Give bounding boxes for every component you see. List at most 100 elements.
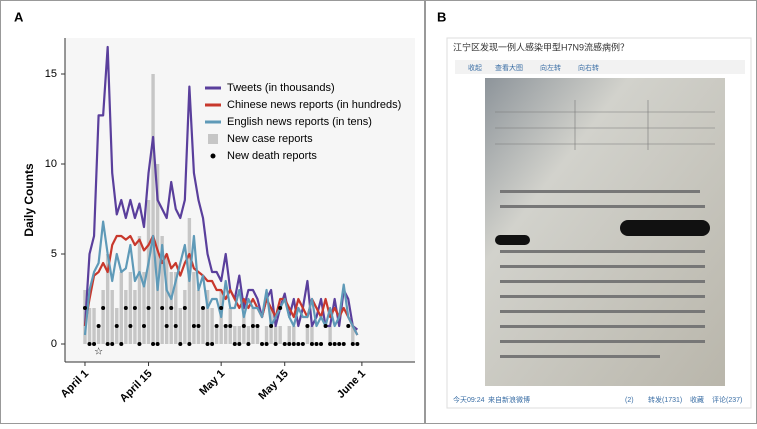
dot	[132, 306, 137, 310]
button[interactable]: 收起	[468, 63, 482, 72]
bar	[233, 326, 237, 344]
dot	[210, 342, 215, 346]
dot	[196, 324, 201, 328]
dot	[87, 342, 92, 346]
y-tick-label: 0	[51, 338, 57, 350]
bar	[292, 326, 296, 344]
dot	[169, 306, 174, 310]
bar	[155, 164, 160, 344]
bar	[151, 74, 155, 344]
dot	[341, 342, 346, 346]
dot	[205, 342, 210, 346]
dot	[346, 324, 351, 328]
bar	[87, 308, 92, 344]
dot	[119, 342, 124, 346]
dot	[232, 342, 237, 346]
dot	[173, 324, 178, 328]
legend-label: New death reports	[227, 150, 317, 162]
post-source: 来自新浪微博	[488, 395, 530, 404]
redaction	[620, 220, 710, 236]
like[interactable]: (2)	[625, 397, 634, 404]
legend-label: English news reports (in tens)	[227, 116, 372, 128]
dot	[137, 342, 142, 346]
repost[interactable]: 转发(1731)	[648, 395, 682, 404]
legend-swatch	[208, 134, 218, 144]
bar	[183, 290, 187, 344]
bar	[273, 326, 278, 344]
post-title: 江宁区发现一例人感染甲型H7N9流感病例？	[453, 41, 629, 52]
dot	[273, 342, 278, 346]
dot	[260, 342, 265, 346]
bar	[214, 326, 219, 344]
legend-label: Chinese news reports (in hundreds)	[227, 99, 401, 111]
line	[83, 45, 359, 331]
bar	[287, 326, 291, 344]
dot	[219, 306, 224, 310]
dot	[355, 342, 360, 346]
y-tick-label: 10	[45, 158, 57, 170]
button[interactable]: 向左转	[540, 63, 561, 72]
bar	[164, 254, 169, 344]
dot	[305, 324, 310, 328]
x-tick-label: April 1	[58, 368, 91, 401]
dot	[191, 324, 196, 328]
bar	[305, 326, 310, 344]
bar	[128, 272, 133, 344]
panel-label: A	[14, 9, 24, 24]
toolbar	[455, 60, 745, 74]
dot	[337, 342, 342, 346]
bar	[351, 326, 355, 344]
bar	[174, 272, 178, 344]
favorite[interactable]: 收藏	[690, 395, 704, 404]
bar	[146, 200, 151, 344]
redaction	[495, 235, 530, 245]
dot	[178, 342, 183, 346]
button[interactable]: 查看大图	[495, 63, 523, 72]
bar	[196, 290, 201, 344]
document-text	[500, 190, 705, 358]
x-tick-label: June 1	[335, 368, 368, 401]
dot	[328, 342, 333, 346]
button[interactable]: 向右转	[578, 63, 599, 72]
comment[interactable]: 评论(237)	[712, 395, 742, 404]
dot	[241, 324, 246, 328]
dot	[264, 342, 269, 346]
dot	[187, 342, 192, 346]
bar	[264, 326, 269, 344]
dot	[164, 324, 169, 328]
x-tick-label: April 15	[118, 368, 155, 405]
dot	[128, 324, 133, 328]
dot	[291, 342, 296, 346]
line	[83, 220, 359, 336]
document-lines	[495, 100, 715, 150]
y-axis-label: Daily Counts	[22, 163, 36, 237]
legend-label: New case reports	[227, 133, 313, 145]
x-tick-label: May 15	[256, 368, 290, 402]
dot	[114, 324, 119, 328]
legend-label: Tweets (in thousands)	[227, 82, 335, 94]
dot	[296, 342, 301, 346]
dot	[237, 342, 242, 346]
bar	[201, 308, 205, 344]
dot	[105, 342, 110, 346]
bar	[210, 308, 214, 344]
dot	[323, 324, 328, 328]
dot	[246, 342, 251, 346]
dot	[282, 342, 287, 346]
bar	[237, 326, 242, 344]
dot	[201, 306, 206, 310]
bar	[205, 290, 210, 344]
bar	[142, 272, 146, 344]
dot	[110, 342, 115, 346]
bar	[246, 326, 251, 344]
dot	[269, 324, 274, 328]
bar	[92, 308, 96, 344]
dot	[223, 324, 228, 328]
x-tick-label: May 1	[197, 368, 227, 398]
dot	[250, 324, 255, 328]
bar	[160, 236, 164, 344]
bar	[223, 326, 228, 344]
bar	[96, 326, 101, 344]
dot	[314, 342, 319, 346]
dot	[182, 306, 187, 310]
